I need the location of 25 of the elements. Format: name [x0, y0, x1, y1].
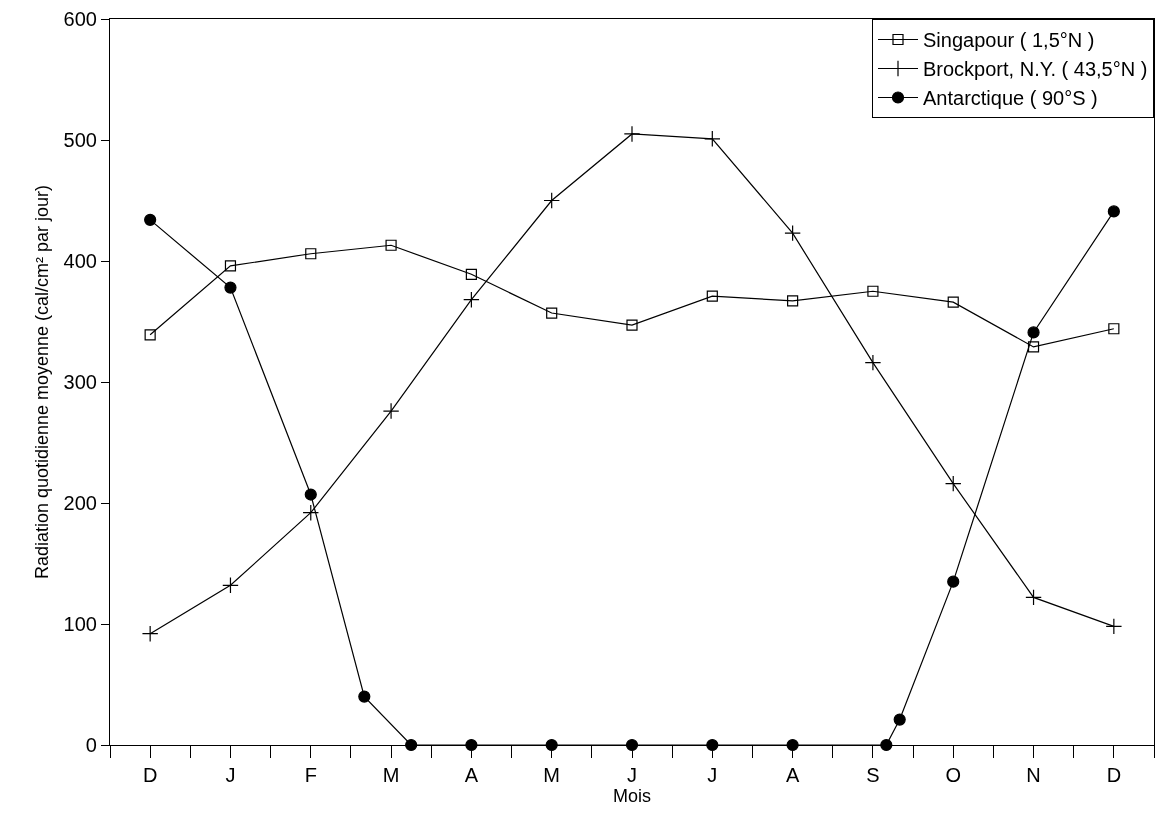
x-tick-label: D: [1106, 764, 1122, 787]
y-axis-title: Radiation quotidienne moyenne (cal/cm² par jour): [31, 184, 52, 580]
x-tick-label: A: [464, 764, 479, 787]
x-tick-label: A: [785, 764, 800, 787]
x-axis-title: Mois: [612, 786, 652, 807]
x-tick-label: O: [945, 764, 962, 787]
x-tick-label: N: [1026, 764, 1041, 787]
y-tick-label: 100: [63, 613, 97, 635]
x-tick-label: J: [707, 764, 718, 787]
y-tick-label: 300: [63, 371, 97, 393]
y-tick-label: 400: [63, 250, 97, 272]
y-tick-label: 500: [63, 129, 97, 151]
x-tick-label: M: [382, 764, 400, 787]
y-tick-label: 600: [63, 8, 97, 30]
legend-label: Singapour ( 1,5°N ): [923, 29, 1095, 52]
legend-label: Antarctique ( 90°S ): [923, 87, 1098, 110]
legend-label: Brockport, N.Y. ( 43,5°N ): [923, 58, 1148, 81]
x-tick-label: S: [866, 764, 880, 787]
y-tick-label: 200: [63, 492, 97, 514]
x-tick-label: M: [543, 764, 561, 787]
x-tick-label: J: [225, 764, 236, 787]
y-tick-label: 0: [85, 734, 97, 756]
x-tick-label: F: [304, 764, 317, 787]
x-tick-label: D: [142, 764, 158, 787]
x-tick-label: J: [627, 764, 637, 787]
